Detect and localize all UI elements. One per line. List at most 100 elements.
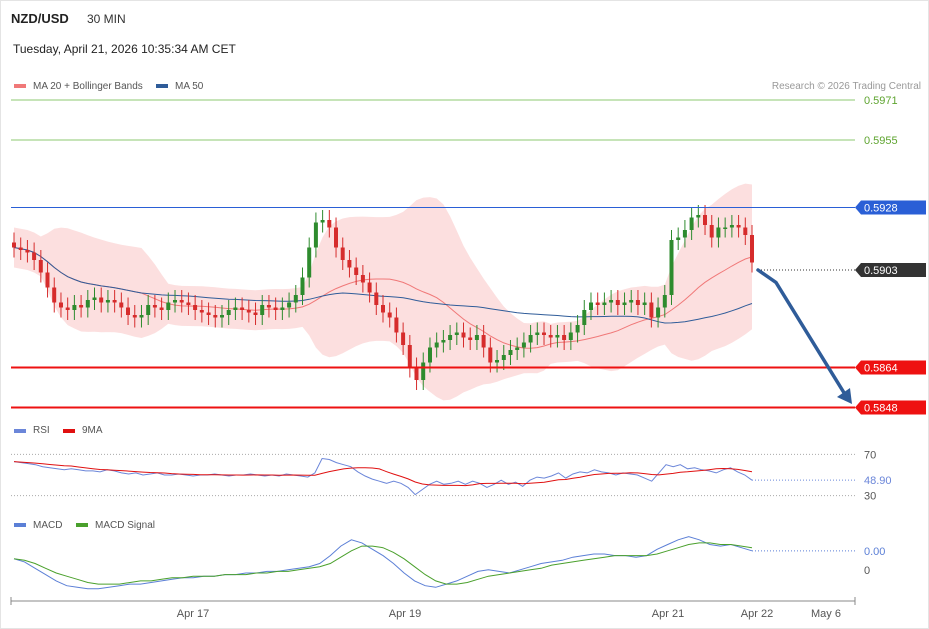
- ma20-legend-label: MA 20 + Bollinger Bands: [33, 81, 143, 92]
- candle-body: [521, 342, 526, 348]
- candle-body: [233, 307, 238, 310]
- level-label-5: 0.5848: [864, 403, 898, 415]
- candle-body: [454, 332, 459, 335]
- candle-body: [414, 367, 419, 380]
- candle-body: [441, 340, 446, 343]
- rsi-legend-swatch: [14, 429, 26, 433]
- time-tick-label: Apr 17: [177, 608, 209, 620]
- macd-signal-line: [13, 542, 753, 585]
- candle-body: [635, 300, 640, 305]
- candle-body: [622, 302, 627, 305]
- level-label-2: 0.5928: [864, 203, 898, 215]
- candle-body: [253, 312, 258, 315]
- candle-body: [434, 342, 439, 348]
- candle-body: [139, 315, 144, 318]
- candle-body: [132, 315, 137, 318]
- rsi-ma-legend-label: 9MA: [82, 425, 103, 436]
- candle-body: [474, 335, 479, 340]
- candle-body: [367, 282, 372, 293]
- candle-body: [394, 317, 399, 333]
- candle-body: [495, 360, 499, 363]
- candle-body: [528, 335, 533, 343]
- candle-body: [374, 292, 379, 305]
- macd-tick-0: 0: [864, 565, 870, 577]
- candle-body: [595, 302, 600, 305]
- time-tick-label: Apr 21: [652, 608, 684, 620]
- candle-body: [381, 305, 385, 313]
- candle-body: [126, 307, 130, 315]
- timeframe-label: 30 MIN: [87, 12, 126, 26]
- candle-body: [676, 237, 681, 240]
- candle-body: [32, 252, 37, 260]
- candle-body: [59, 302, 63, 308]
- candle-body: [119, 302, 124, 308]
- candle-body: [421, 362, 426, 380]
- candle-body: [25, 250, 30, 253]
- ma50-legend-label: MA 50: [175, 81, 204, 92]
- candle-body: [729, 225, 734, 228]
- macd-signal-legend-label: MACD Signal: [95, 520, 156, 531]
- candle-body: [72, 305, 77, 310]
- candle-body: [354, 267, 359, 275]
- candle-body: [79, 305, 84, 308]
- candle-body: [246, 310, 251, 313]
- candle-body: [105, 300, 110, 303]
- time-tick-label: Apr 22: [741, 608, 773, 620]
- candle-body: [159, 307, 164, 310]
- rsi-ma-line: [13, 461, 753, 487]
- candle-body: [696, 215, 701, 218]
- candle-body: [568, 332, 573, 340]
- candle-body: [508, 350, 513, 355]
- level-label-1: 0.5955: [864, 135, 898, 147]
- rsi-ma-legend-swatch: [63, 429, 75, 433]
- candle-body: [488, 347, 493, 363]
- forecast-arrowhead: [837, 388, 852, 404]
- level-tag-5: [855, 400, 926, 415]
- candle-body: [535, 332, 540, 335]
- candle-body: [515, 347, 520, 350]
- candle-body: [468, 337, 473, 340]
- forecast-arrow: [756, 268, 848, 398]
- candle-body: [260, 305, 265, 315]
- candle-body: [327, 220, 332, 228]
- candle-body: [112, 300, 117, 303]
- macd-line: [13, 536, 753, 590]
- time-tick-label: May 6: [811, 608, 841, 620]
- level-tag-3: [855, 263, 926, 277]
- candle-body: [736, 225, 741, 228]
- candle-body: [723, 227, 728, 229]
- candle-body: [689, 217, 694, 230]
- candle-body: [193, 305, 198, 310]
- ma50-legend-swatch: [156, 84, 168, 88]
- candle-body: [146, 305, 151, 315]
- level-label-0: 0.5971: [864, 95, 898, 107]
- candle-body: [65, 307, 70, 310]
- macd-current-label: 0.00: [864, 546, 885, 558]
- datetime-label: Tuesday, April 21, 2026 10:35:34 AM CET: [13, 42, 236, 56]
- rsi-tick-70: 70: [864, 449, 876, 461]
- candle-body: [501, 355, 506, 360]
- candle-body: [649, 302, 654, 318]
- candle-body: [92, 297, 97, 300]
- candle-body: [38, 260, 43, 273]
- candle-body: [347, 260, 352, 268]
- candle-body: [428, 347, 432, 363]
- rsi-current-label: 48.90: [864, 475, 892, 487]
- candle-body: [287, 302, 292, 308]
- candle-body: [45, 272, 50, 288]
- candle-body: [642, 302, 647, 305]
- candle-body: [555, 335, 560, 338]
- candle-body: [307, 247, 312, 278]
- candle-body: [615, 300, 620, 305]
- candle-body: [186, 302, 191, 305]
- level-tag-4: [855, 360, 926, 375]
- research-credit: Research © 2026 Trading Central: [771, 81, 921, 92]
- candle-body: [199, 310, 204, 313]
- level-label-3: 0.5903: [864, 265, 898, 277]
- candle-body: [220, 315, 224, 318]
- candle-body: [669, 240, 674, 295]
- rsi-tick-30: 30: [864, 491, 876, 503]
- ma20-legend-swatch: [14, 84, 26, 88]
- candle-body: [589, 302, 593, 310]
- bollinger-band: [14, 183, 752, 401]
